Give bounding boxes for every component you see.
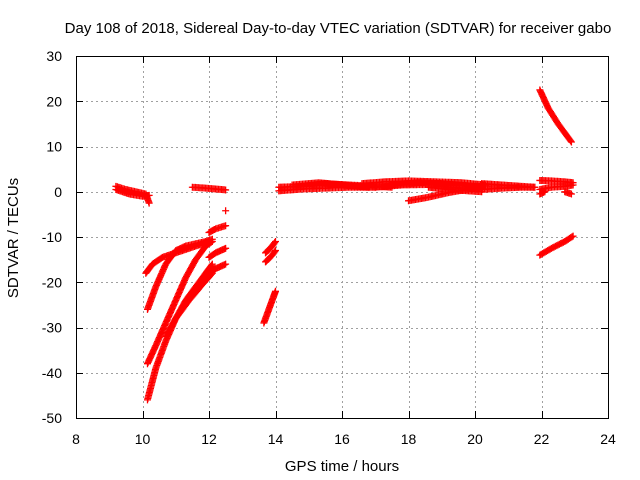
data-point	[222, 260, 230, 268]
y-tick-label: -50	[42, 410, 62, 426]
data-point	[272, 238, 279, 246]
data-point	[541, 188, 549, 196]
data-point	[208, 260, 216, 268]
data-point	[222, 222, 230, 230]
data-series-arc-2	[112, 185, 153, 200]
x-tick-label: 24	[600, 431, 616, 447]
data-points	[112, 86, 577, 404]
x-tick-label: 16	[334, 431, 350, 447]
data-point	[222, 207, 230, 215]
gridlines	[76, 56, 608, 418]
data-point	[567, 138, 575, 146]
data-series-arc-15	[260, 287, 279, 327]
data-series-arc-10	[222, 207, 230, 215]
data-series-arc-28	[536, 181, 577, 193]
x-axis-tick-labels: 8 10 12 14 16 18 20 22 24	[72, 431, 616, 447]
data-point	[271, 248, 279, 256]
data-series-arc-8	[188, 183, 230, 194]
y-tick-label: -40	[42, 365, 62, 381]
data-point	[145, 191, 153, 199]
x-tick-label: 14	[268, 431, 284, 447]
data-series-arc-14	[262, 247, 279, 266]
chart-title: Day 108 of 2018, Sidereal Day-to-day VTE…	[65, 20, 612, 37]
data-series-arc-5	[143, 238, 216, 368]
y-tick-label: -30	[42, 320, 62, 336]
y-tick-label: 10	[46, 139, 62, 155]
data-series-arc-31	[536, 232, 577, 259]
x-tick-label: 22	[534, 431, 550, 447]
x-tick-label: 12	[201, 431, 217, 447]
y-tick-label: 0	[54, 184, 62, 200]
data-series-arc-26	[536, 86, 575, 146]
data-series-arc-25	[478, 183, 539, 193]
x-tick-label: 20	[467, 431, 483, 447]
data-series-arc-13	[262, 238, 279, 257]
data-point	[531, 183, 539, 191]
data-point	[207, 261, 215, 269]
x-tick-label: 10	[135, 431, 151, 447]
data-series-arc-11	[205, 244, 230, 261]
y-tick-label: 30	[46, 48, 62, 64]
data-point	[222, 244, 230, 252]
x-axis-label: GPS time / hours	[285, 458, 399, 475]
data-series-arc-7	[162, 269, 216, 341]
data-series-arc-29	[536, 188, 549, 198]
y-tick-label: 20	[46, 93, 62, 109]
data-series-arc-27	[536, 176, 577, 187]
data-point	[567, 137, 575, 145]
data-series-arc-4	[143, 235, 216, 313]
data-point	[569, 181, 577, 189]
data-point	[222, 186, 230, 194]
data-point	[272, 247, 279, 255]
y-axis-label: SDTVAR / TECUs	[5, 178, 22, 298]
data-point	[569, 232, 577, 240]
data-point	[207, 238, 215, 246]
y-tick-label: -10	[42, 229, 62, 245]
data-point	[271, 239, 279, 247]
data-point	[208, 238, 216, 246]
data-series-arc-18	[288, 179, 373, 191]
x-tick-label: 18	[401, 431, 417, 447]
data-point	[145, 199, 153, 207]
data-series-arc-12	[205, 260, 230, 277]
data-series-arc-23	[424, 183, 486, 196]
y-axis-tick-labels: -50 -40 -30 -20 -10 0 10 20 30	[42, 48, 62, 426]
data-point	[568, 233, 576, 241]
data-point	[567, 190, 575, 198]
x-tick-label: 8	[72, 431, 80, 447]
data-series-arc-9	[205, 222, 230, 236]
data-point	[272, 287, 279, 295]
y-tick-label: -20	[42, 274, 62, 290]
data-series-arc-30	[561, 188, 575, 198]
axis-ticks	[76, 56, 609, 419]
